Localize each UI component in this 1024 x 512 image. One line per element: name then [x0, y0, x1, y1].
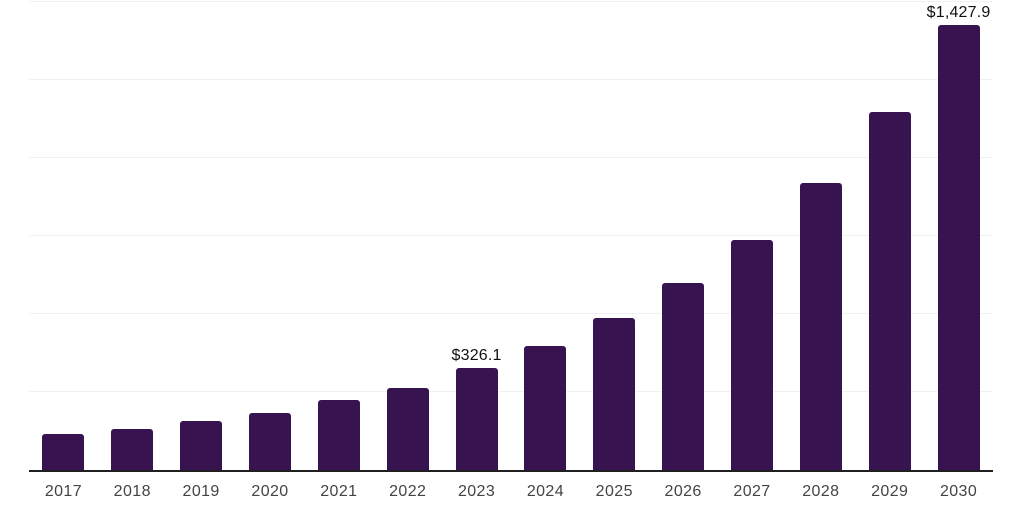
bar-2027	[731, 239, 773, 470]
gridline-1500	[29, 1, 993, 2]
bar-2028	[799, 183, 842, 470]
x-tick-2023: 2023	[457, 483, 496, 500]
x-tick-2027: 2027	[733, 483, 771, 500]
bar-2017	[42, 433, 85, 470]
x-axis: 2017 2018 2019 2020 2021 2022 2023 2024 2025 2026…	[29, 483, 993, 503]
x-tick-2028: 2028	[802, 483, 840, 500]
bar-2023	[455, 368, 498, 470]
x-tick-2026: 2026	[664, 483, 702, 500]
plot-area: $326.1 $1,427.9	[29, 1, 993, 472]
bar-2022	[386, 387, 429, 470]
data-label-2023: $326.1	[451, 347, 502, 365]
x-tick-2030: 2030	[939, 483, 978, 500]
bar-2030	[937, 24, 980, 470]
gridline-750	[29, 235, 993, 236]
bar-2021	[317, 400, 360, 470]
x-tick-2017: 2017	[44, 483, 83, 500]
bar-2025	[593, 318, 636, 470]
x-tick-2019: 2019	[182, 483, 220, 500]
gridline-500	[29, 313, 993, 314]
gridline-1250	[29, 79, 993, 80]
x-tick-2018: 2018	[113, 483, 151, 500]
x-tick-2029: 2029	[871, 483, 909, 500]
x-tick-2022: 2022	[389, 483, 427, 500]
gridline-250	[29, 391, 993, 392]
bar-2018	[111, 428, 154, 470]
x-tick-2021: 2021	[320, 483, 358, 500]
bar-2020	[249, 412, 291, 470]
bar-2019	[180, 421, 223, 470]
x-tick-2020: 2020	[251, 483, 289, 500]
bar-2024	[524, 345, 567, 470]
gridline-1000	[29, 157, 993, 158]
bar-2029	[868, 112, 911, 470]
bar-2026	[662, 282, 705, 470]
x-tick-2024: 2024	[526, 483, 565, 500]
data-label-2030: $1,427.9	[926, 3, 991, 21]
x-tick-2025: 2025	[595, 483, 633, 500]
